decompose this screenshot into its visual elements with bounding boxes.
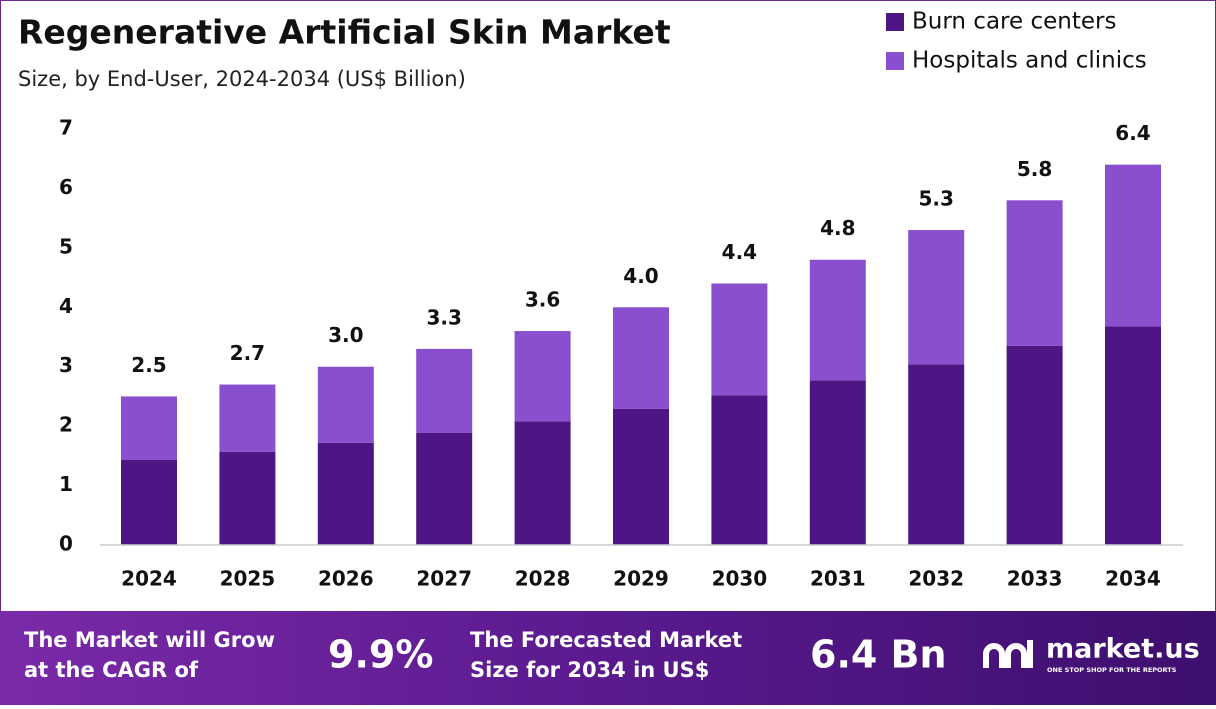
footer: The Market will Grow at the CAGR of 9.9%… xyxy=(24,628,1200,682)
y-tick-label: 4 xyxy=(59,294,73,318)
bar-segment xyxy=(121,460,177,545)
x-tick-label: 2025 xyxy=(220,567,276,591)
bar-segment xyxy=(219,384,276,452)
bar-segment xyxy=(613,307,669,409)
x-tick-label: 2031 xyxy=(810,567,866,591)
total-label: 3.6 xyxy=(525,288,560,312)
chart-subtitle: Size, by End-User, 2024-2034 (US$ Billio… xyxy=(18,67,466,91)
bar-segment xyxy=(416,348,473,433)
bar-segment xyxy=(908,230,965,365)
tagline: ONE STOP SHOP FOR THE REPORTS xyxy=(1047,666,1177,674)
bar-segment xyxy=(317,442,374,545)
forecast-text: Size for 2034 in US$ xyxy=(470,658,709,682)
bar-segment xyxy=(809,380,866,545)
total-label: 2.7 xyxy=(230,341,265,365)
forecast-text: The Forecasted Market xyxy=(470,628,742,652)
bar-segment xyxy=(514,331,571,422)
x-tick-label: 2029 xyxy=(613,567,669,591)
total-label: 6.4 xyxy=(1115,121,1150,145)
bar-segment xyxy=(317,366,374,443)
bar-segment xyxy=(1105,164,1161,327)
total-label: 4.0 xyxy=(623,264,658,288)
x-tick-label: 2028 xyxy=(515,567,571,591)
y-tick-label: 3 xyxy=(59,353,73,377)
y-tick-label: 2 xyxy=(59,413,73,437)
x-tick-label: 2027 xyxy=(416,567,472,591)
footer-band xyxy=(0,611,1216,705)
legend-label: Hospitals and clinics xyxy=(912,48,1147,74)
total-label: 4.4 xyxy=(722,240,757,264)
bar-segment xyxy=(514,421,571,545)
x-tick-label: 2030 xyxy=(712,567,768,591)
total-label: 3.0 xyxy=(328,323,363,347)
x-tick-label: 2026 xyxy=(318,567,374,591)
forecast-value: 6.4 Bn xyxy=(810,633,947,677)
bar-segment xyxy=(809,259,866,381)
bar-segment xyxy=(1006,200,1063,346)
total-label: 3.3 xyxy=(426,305,461,329)
y-tick-label: 6 xyxy=(59,175,73,199)
chart-title: Regenerative Artificial Skin Market xyxy=(18,13,671,52)
total-label: 5.3 xyxy=(918,187,953,211)
x-tick-label: 2032 xyxy=(908,567,964,591)
legend-swatch xyxy=(886,13,904,31)
y-tick-label: 5 xyxy=(59,234,73,258)
cagr-text: at the CAGR of xyxy=(24,658,199,682)
bar-segment xyxy=(711,395,768,545)
bar-segment xyxy=(416,432,473,545)
logo-icon xyxy=(983,640,1033,668)
bar-segment xyxy=(613,408,669,545)
legend-label: Burn care centers xyxy=(912,9,1116,35)
logo: market.us xyxy=(1046,634,1200,665)
bar-segment xyxy=(1006,345,1063,545)
legend-swatch xyxy=(886,52,904,70)
cagr-text: The Market will Grow xyxy=(24,628,275,652)
x-tick-label: 2033 xyxy=(1007,567,1063,591)
total-label: 5.8 xyxy=(1017,157,1052,181)
bar-segment xyxy=(1105,326,1161,545)
y-tick-label: 1 xyxy=(59,472,73,496)
x-tick-label: 2024 xyxy=(121,567,177,591)
cagr-value: 9.9% xyxy=(328,633,433,677)
bar-segment xyxy=(908,364,965,545)
total-label: 2.5 xyxy=(131,353,166,377)
y-tick-label: 7 xyxy=(59,116,73,140)
x-tick-label: 2034 xyxy=(1105,567,1161,591)
total-label: 4.8 xyxy=(820,216,855,240)
bar-segment xyxy=(711,283,768,396)
y-tick-label: 0 xyxy=(59,532,73,556)
bar-segment xyxy=(121,396,177,461)
bar-segment xyxy=(219,451,276,545)
